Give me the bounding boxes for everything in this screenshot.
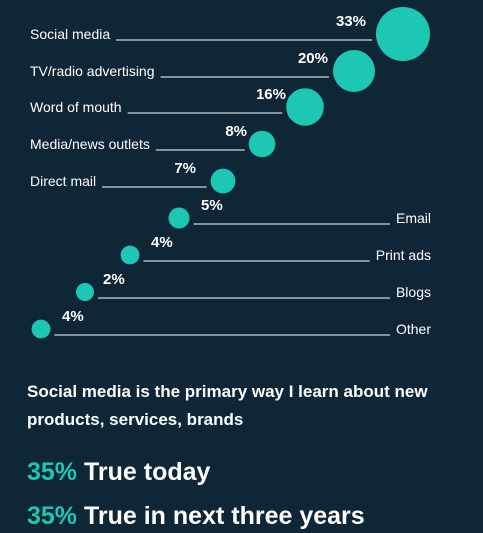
stat-three-years: 35% True in next three years — [27, 502, 365, 531]
value-label-tv-radio-advertising: 20% — [298, 50, 328, 67]
bubble-tv-radio-advertising — [333, 50, 375, 92]
category-label-media-news-outlets: Media/news outlets — [30, 136, 150, 152]
category-label-email: Email — [396, 210, 431, 226]
value-label-other: 4% — [62, 308, 84, 325]
stat-today: 35% True today — [27, 458, 210, 487]
category-label-social-media: Social media — [30, 26, 110, 42]
bubble-chart: 33% Social media 20% TV/radio advertising 16… — [30, 7, 431, 339]
value-label-print-ads: 4% — [151, 234, 173, 251]
bubble-media-news-outlets — [248, 130, 276, 158]
headline: Social media is the primary way I learn … — [27, 382, 428, 429]
stat-three-years-percent: 35% — [27, 502, 78, 530]
stat-today-label: True today — [84, 458, 211, 486]
category-label-other: Other — [396, 321, 431, 337]
value-label-word-of-mouth: 16% — [256, 86, 286, 103]
value-label-direct-mail: 7% — [174, 160, 196, 177]
category-label-word-of-mouth: Word of mouth — [30, 99, 122, 115]
bubble-print-ads — [120, 245, 140, 265]
value-label-email: 5% — [201, 197, 223, 214]
bubble-direct-mail — [210, 168, 236, 194]
bubble-email — [168, 207, 190, 229]
bubble-word-of-mouth — [286, 88, 324, 126]
category-label-direct-mail: Direct mail — [30, 173, 96, 189]
bubble-social-media — [376, 7, 430, 61]
category-label-tv-radio-advertising: TV/radio advertising — [30, 63, 155, 79]
bubble-blogs — [76, 283, 94, 301]
stat-three-years-label: True in next three years — [84, 502, 365, 530]
category-label-print-ads: Print ads — [376, 247, 431, 263]
value-label-social-media: 33% — [336, 13, 366, 30]
bubble-other — [31, 319, 51, 339]
value-label-media-news-outlets: 8% — [225, 123, 247, 140]
category-label-blogs: Blogs — [396, 284, 431, 300]
value-label-blogs: 2% — [103, 271, 125, 288]
stat-today-percent: 35% — [27, 458, 78, 486]
